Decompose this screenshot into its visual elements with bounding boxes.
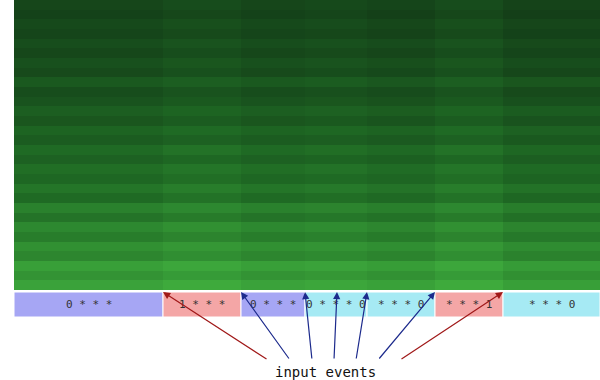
svg-text:* * * 0: * * * 0 bbox=[529, 298, 575, 311]
svg-text:0 * * *: 0 * * * bbox=[66, 298, 112, 311]
svg-text:1 * * *: 1 * * * bbox=[179, 298, 225, 311]
svg-text:0 * * *: 0 * * * bbox=[250, 298, 296, 311]
svg-text:* * * 0: * * * 0 bbox=[378, 298, 424, 311]
svg-text:* * * 1: * * * 1 bbox=[446, 298, 492, 311]
svg-text:0 * * * 0: 0 * * * 0 bbox=[306, 298, 366, 311]
svg-text:input events: input events bbox=[275, 364, 376, 380]
